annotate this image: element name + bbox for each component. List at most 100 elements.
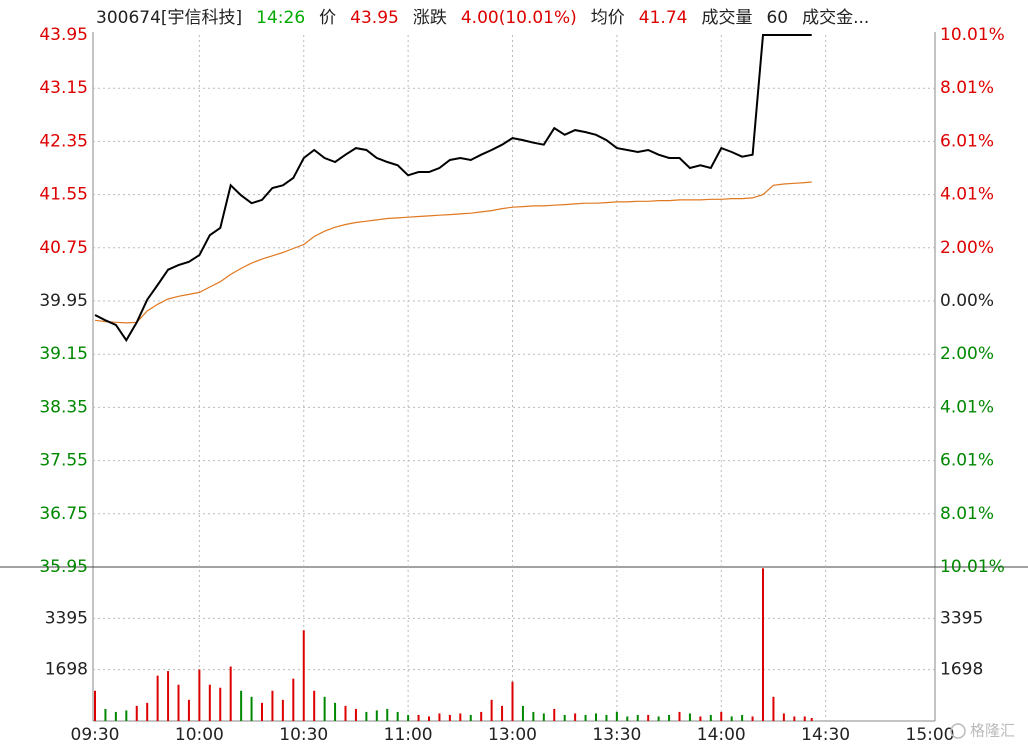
x-tick-label: 10:30: [279, 725, 328, 744]
y-tick-label: 39.15: [39, 344, 88, 364]
volume-bar: [261, 702, 263, 721]
x-tick-label: 11:00: [384, 725, 433, 744]
y2-tick-label: 3395: [940, 608, 983, 628]
volume-bar: [636, 714, 639, 721]
x-tick-label: 13:30: [592, 725, 641, 744]
volume-bar: [219, 687, 222, 721]
y2-tick-label: 8.01%: [940, 78, 994, 98]
volume-bar: [511, 681, 514, 721]
volume-bar: [250, 696, 253, 721]
volume-bar: [281, 699, 284, 721]
header-text: 41.74: [639, 8, 688, 28]
volume-bar: [229, 666, 232, 721]
volume-bar: [626, 716, 629, 721]
volume-bar: [730, 716, 733, 721]
volume-bar: [542, 713, 545, 721]
volume-bar: [532, 711, 535, 721]
volume-bar: [615, 711, 618, 721]
y-tick-label: 41.55: [39, 185, 88, 205]
header-text: 300674[宇信科技]: [96, 8, 242, 28]
y2-tick-label: 4.01%: [940, 398, 994, 418]
volume-bar: [125, 710, 128, 721]
volume-bar: [480, 711, 483, 721]
y2-tick-label: 1698: [940, 660, 983, 680]
volume-bar: [720, 711, 723, 721]
volume-bar: [375, 710, 378, 721]
volume-bar: [810, 717, 813, 721]
y2-tick-label: 8.01%: [940, 504, 994, 524]
volume-bar: [574, 713, 577, 721]
volume-bar: [313, 690, 316, 721]
y-tick-label: 39.95: [39, 291, 88, 311]
volume-bar: [354, 708, 357, 721]
volume-bar: [428, 716, 430, 721]
header-text: 均价: [591, 8, 625, 28]
price-line: [94, 34, 812, 343]
volume-bar: [240, 690, 243, 721]
volume-bar: [365, 711, 368, 721]
volume-bar: [448, 714, 451, 721]
volume-bar: [521, 705, 524, 721]
volume-bar: [469, 714, 472, 721]
header-text: 4.00(10.01%): [461, 8, 577, 28]
volume-bar: [187, 699, 190, 721]
volume-bar: [782, 713, 785, 721]
y-tick-label: 40.75: [39, 238, 88, 258]
y-tick-label: 38.35: [39, 397, 88, 417]
x-tick-label: 14:30: [801, 725, 850, 744]
volume-bar: [156, 675, 159, 721]
header-text: 43.95: [350, 8, 399, 28]
y2-tick-label: 10.01%: [940, 557, 1005, 577]
volume-bar: [146, 702, 149, 721]
price-line: [94, 181, 812, 324]
volume-bar: [688, 713, 691, 721]
volume-bar: [709, 714, 712, 721]
y2-tick-label: 2.00%: [940, 344, 994, 364]
volume-bar: [657, 716, 660, 721]
y2-tick-label: 4.01%: [940, 184, 994, 204]
volume-bar: [553, 708, 556, 721]
y-tick-label: 37.55: [39, 451, 88, 471]
x-tick-label: 14:00: [697, 725, 746, 744]
volume-bar: [271, 690, 274, 721]
y-tick-label: 43.15: [39, 78, 88, 98]
volume-bar: [167, 671, 170, 721]
y2-tick-label: 6.01%: [940, 451, 994, 471]
volume-bar: [647, 714, 650, 721]
volume-bar: [438, 713, 441, 721]
y-tick-label: 43.95: [39, 25, 88, 45]
header-text: 成交金...: [802, 8, 869, 28]
volume-bar: [302, 630, 305, 721]
y2-tick-label: 2.00%: [940, 238, 994, 258]
volume-bar: [323, 696, 326, 721]
volume-bar: [668, 714, 671, 721]
watermark-icon: [950, 723, 966, 739]
volume-bar: [793, 716, 796, 721]
y-tick-label: 36.75: [39, 504, 88, 524]
volume-bar: [344, 705, 347, 721]
y-tick-label: 42.35: [39, 131, 88, 151]
header-text: 成交量: [701, 8, 752, 28]
volume-bar: [396, 711, 399, 721]
volume-bar: [417, 714, 420, 721]
volume-bar: [741, 714, 744, 721]
volume-bar: [135, 705, 138, 721]
volume-bar: [595, 713, 597, 721]
y-tick-label: 35.95: [39, 557, 88, 577]
volume-bar: [198, 669, 201, 721]
volume-bar: [292, 678, 295, 721]
header-text: 14:26: [256, 8, 305, 28]
volume-bar: [114, 711, 117, 721]
volume-bar: [208, 684, 211, 721]
y-tick-label: 3395: [45, 608, 88, 628]
y-tick-label: 1698: [45, 660, 88, 680]
volume-bar: [490, 699, 493, 721]
volume-bar: [605, 714, 608, 721]
header-text: 60: [766, 8, 788, 28]
x-tick-label: 10:00: [175, 725, 224, 744]
volume-bar: [177, 684, 180, 721]
volume-bar: [678, 711, 681, 721]
volume-bar: [334, 702, 337, 721]
